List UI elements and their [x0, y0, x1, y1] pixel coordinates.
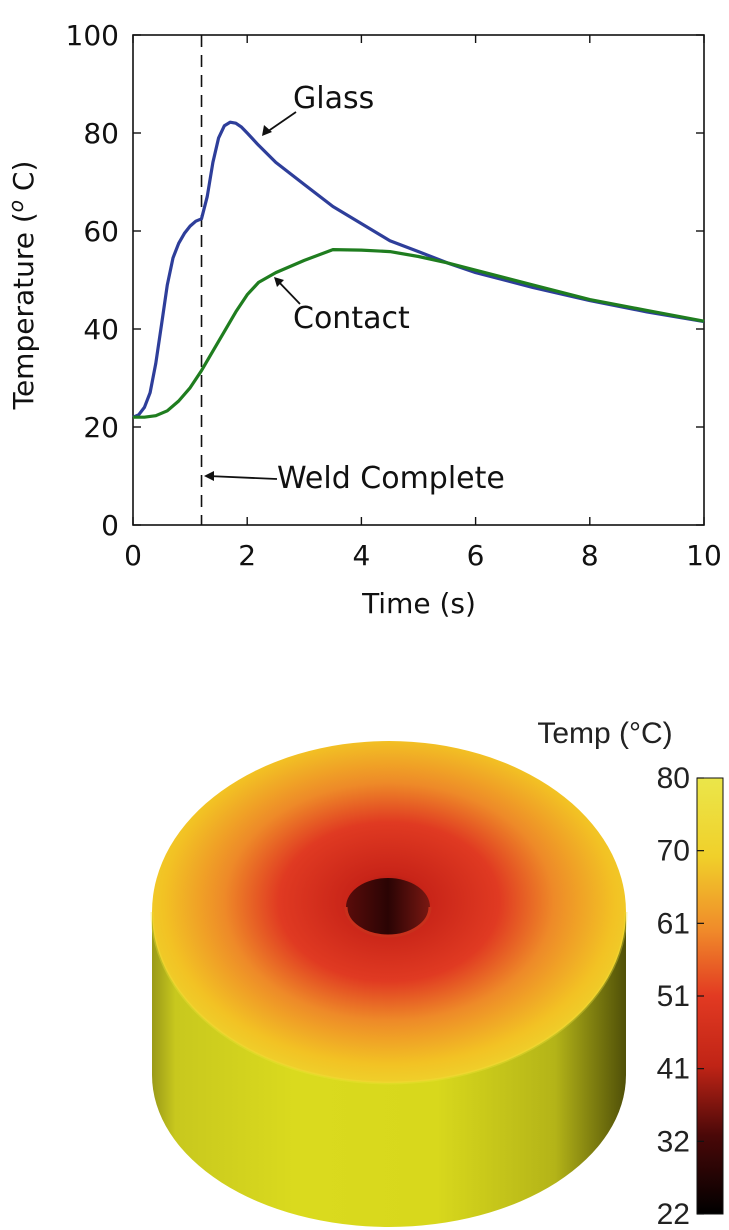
colorbar-tick-label: 41	[657, 1053, 690, 1086]
colorbar-tick-label: 80	[657, 762, 690, 795]
y-tick-label: 100	[66, 19, 119, 52]
colorbar-tick-label: 51	[657, 980, 690, 1013]
colorbar-title: Temp (°C)	[537, 717, 672, 750]
annotation-glass: Glass	[262, 81, 374, 136]
colorbar-tick-label: 61	[657, 907, 690, 940]
plot-frame	[132, 34, 705, 526]
annotation-contact: Contact	[274, 277, 410, 336]
y-tick-label: 60	[83, 215, 119, 248]
y-tick-label: 40	[83, 313, 119, 346]
line-chart: 0 2 4 6 8 10 0 20 40 60 80 100 Glass Contact Weld …	[4, 19, 722, 620]
x-tick-label: 10	[686, 539, 722, 572]
colorbar-tick-label: 22	[657, 1198, 690, 1230]
colorbar-tick-label: 32	[657, 1125, 690, 1158]
x-axis-label: Time (s)	[361, 587, 476, 620]
series-contact-line	[133, 248, 705, 419]
colorbar: Temp (°C) 80 70 61 51 41 32 22	[537, 717, 724, 1230]
cylinder-center-hole	[346, 878, 430, 936]
cylinder-top-edge	[150, 911, 628, 1085]
y-tick-label: 0	[101, 509, 119, 542]
y-axis-ticks: 0 20 40 60 80 100	[66, 19, 704, 542]
x-tick-label: 2	[238, 539, 256, 572]
annotation-contact-label: Contact	[293, 301, 410, 336]
x-tick-label: 8	[581, 539, 599, 572]
y-axis-label: Temperature (o C)	[4, 161, 40, 411]
y-tick-label: 20	[83, 411, 119, 444]
annotation-weld-label: Weld Complete	[277, 461, 505, 496]
x-axis-ticks: 0 2 4 6 8 10	[124, 35, 722, 572]
series-glass-line	[132, 120, 705, 419]
x-tick-label: 0	[124, 539, 142, 572]
x-tick-label: 4	[352, 539, 370, 572]
x-tick-label: 6	[467, 539, 485, 572]
colorbar-ticks: 80 70 61 51 41 32 22	[657, 762, 704, 1230]
annotation-weld: Weld Complete	[204, 461, 505, 496]
cylinder-temperature-render	[150, 741, 628, 1227]
y-tick-label: 80	[83, 117, 119, 150]
annotation-glass-label: Glass	[293, 81, 374, 116]
cylinder-center-hole-rim	[344, 906, 432, 938]
colorbar-tick-label: 70	[657, 835, 690, 868]
